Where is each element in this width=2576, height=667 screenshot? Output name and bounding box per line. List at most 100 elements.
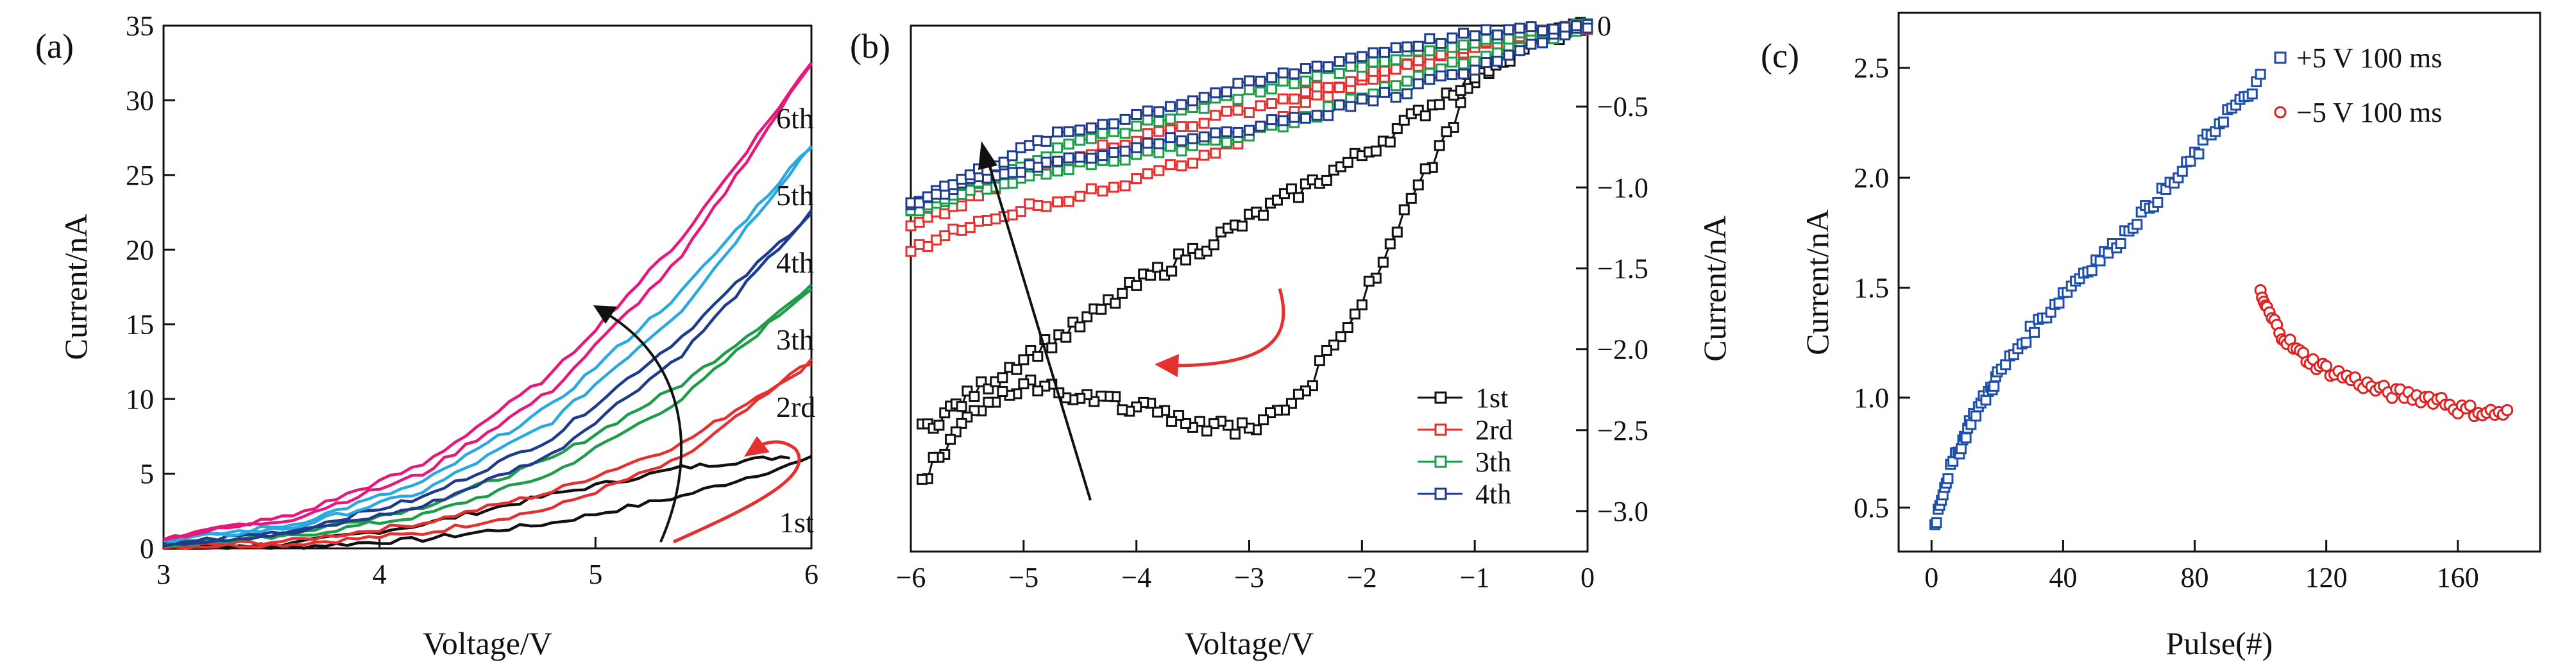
panel-b-point-4th bbox=[913, 197, 925, 208]
panel-b-point-1st bbox=[1145, 269, 1157, 281]
panel-b-point-4th bbox=[1537, 25, 1548, 37]
panel-b-point-1st bbox=[1018, 354, 1030, 366]
panel-c-point-set bbox=[1960, 432, 1972, 444]
panel-c-ylabel: Current/nA bbox=[1799, 209, 1835, 355]
panel-b-point-1st bbox=[1152, 407, 1164, 418]
panel-b-point-3th bbox=[1311, 71, 1323, 82]
panel-b-chart: −6 −5 −4 −3 −2 −1 0 0 −0.5 −1.0 −1.5 −2.0 −2.5 −3.0 Vo… bbox=[896, 10, 1733, 661]
panel-b-point-1st bbox=[1377, 257, 1389, 268]
panel-c-ytick-label: 1.5 bbox=[1854, 273, 1889, 304]
panel-b-legend-label: 3th bbox=[1475, 446, 1511, 478]
panel-b-point-2rd bbox=[1097, 139, 1108, 151]
panel-b-point-1st bbox=[1230, 428, 1241, 440]
panel-c-point-set bbox=[2193, 148, 2205, 160]
panel-b-point-1st bbox=[1032, 385, 1044, 397]
panel-b-point-4th bbox=[1334, 99, 1345, 111]
panel-b-point-1st bbox=[1011, 364, 1022, 375]
panel-a-ytick-label: 25 bbox=[126, 160, 154, 191]
panel-b-point-1st bbox=[1201, 425, 1213, 437]
panel-b-xtick-label: −4 bbox=[1121, 562, 1151, 593]
panel-a-ytick-label: 5 bbox=[140, 459, 154, 490]
panel-b-point-1st bbox=[1335, 331, 1346, 342]
panel-b-point-1st bbox=[1257, 210, 1269, 221]
panel-b-point-4th bbox=[1548, 23, 1559, 35]
panel-a-curve-3th-down bbox=[163, 283, 813, 548]
panel-b-point-1st bbox=[1257, 414, 1269, 426]
panel-b-point-4th bbox=[1289, 68, 1300, 80]
panel-b-point-1st bbox=[1342, 322, 1353, 334]
panel-b-point-1st bbox=[917, 473, 928, 485]
panel-b-point-2rd bbox=[1097, 185, 1108, 197]
panel-b-point-4th bbox=[1525, 21, 1537, 33]
panel-b-point-4th bbox=[1119, 146, 1131, 157]
panel-c-point-reset bbox=[2320, 360, 2333, 373]
panel-b-point-4th bbox=[1311, 60, 1323, 72]
panel-a-annotation-5th: 5th bbox=[776, 179, 814, 212]
panel-b-point-3th bbox=[1334, 67, 1345, 79]
panel-b-point-2rd bbox=[1244, 107, 1255, 119]
panel-b-point-4th bbox=[1063, 126, 1074, 137]
panel-b-point-3th bbox=[1108, 155, 1119, 167]
panel-b-legend-label: 2rd bbox=[1475, 414, 1513, 446]
panel-b-point-4th bbox=[1424, 74, 1436, 85]
panel-b-point-3th bbox=[1469, 55, 1480, 67]
panel-b-point-3th bbox=[1052, 165, 1063, 177]
panel-b-point-4th bbox=[1311, 110, 1323, 121]
panel-b-point-1st bbox=[945, 434, 956, 445]
panel-b-point-2rd bbox=[956, 200, 967, 212]
panel-b-point-4th bbox=[1074, 151, 1086, 163]
panel-a-xtick-label: 4 bbox=[373, 559, 387, 590]
panel-b-point-3th bbox=[1097, 128, 1108, 139]
panel-b-point-1st bbox=[1455, 85, 1466, 96]
panel-b-point-2rd bbox=[1164, 159, 1176, 171]
panel-b-point-2rd bbox=[1063, 196, 1074, 207]
panel-a-curve-3th-up bbox=[163, 288, 813, 548]
panel-c-point-set bbox=[2115, 237, 2126, 249]
panel-c-legend-label: −5 V 100 ms bbox=[2296, 97, 2442, 128]
panel-b-point-4th bbox=[1232, 126, 1244, 138]
panel-b-point-1st bbox=[1314, 355, 1325, 366]
panel-b-point-4th bbox=[1435, 70, 1446, 81]
panel-b-point-3th bbox=[1323, 101, 1334, 112]
panel-b-point-2rd bbox=[1323, 91, 1334, 103]
panel-a-ytick-label: 15 bbox=[126, 309, 154, 341]
panel-b-point-4th bbox=[1210, 87, 1221, 99]
panel-b-point-4th bbox=[1402, 88, 1413, 99]
panel-c-ytick-label: 2.0 bbox=[1854, 162, 1889, 194]
panel-b-point-4th bbox=[1446, 69, 1458, 81]
panel-b-point-1st bbox=[1398, 204, 1410, 215]
panel-b-point-1st bbox=[1166, 416, 1178, 427]
panel-b-point-1st bbox=[1166, 266, 1178, 277]
panel-b-xtick-label: 0 bbox=[1580, 562, 1595, 593]
panel-c-xtick-label: 80 bbox=[2181, 562, 2209, 593]
panel-b-point-4th bbox=[1142, 137, 1153, 149]
panel-b-xtick-label: −5 bbox=[1008, 562, 1038, 593]
panel-b-ytick-label: −1.5 bbox=[1597, 253, 1648, 284]
panel-b-point-1st bbox=[1419, 163, 1431, 174]
panel-b-point-1st bbox=[1405, 192, 1417, 204]
panel-b-point-4th bbox=[1559, 21, 1571, 33]
panel-b-point-1st bbox=[1370, 146, 1382, 157]
panel-b-point-3th bbox=[1289, 78, 1300, 90]
panel-b-point-2rd bbox=[1232, 105, 1244, 116]
panel-b-point-1st bbox=[1032, 350, 1044, 362]
panel-b-point-3th bbox=[1164, 114, 1176, 125]
panel-b-point-4th bbox=[1244, 75, 1255, 87]
panel-b-point-3th bbox=[1131, 121, 1142, 132]
panel-label-a: (a) bbox=[35, 27, 74, 65]
panel-c-legend-marker-set bbox=[2274, 51, 2287, 64]
panel-b-point-3th bbox=[1164, 140, 1176, 152]
panel-b-ytick-label: −2.0 bbox=[1597, 334, 1648, 366]
panel-b-point-1st bbox=[1292, 192, 1304, 203]
panel-c-point-set bbox=[1942, 473, 1954, 484]
panel-a-curve-4th-down bbox=[163, 212, 813, 545]
panel-b-point-4th bbox=[1412, 78, 1424, 90]
panel-b-point-4th bbox=[1187, 95, 1199, 106]
panel-c-point-set bbox=[1970, 410, 1982, 422]
panel-b-point-2rd bbox=[1402, 58, 1413, 70]
panel-b-point-4th bbox=[1063, 152, 1074, 164]
panel-a-ylabel: Current/nA bbox=[58, 214, 94, 360]
panel-a-xtick-label: 5 bbox=[588, 559, 602, 590]
panel-b-point-1st bbox=[1363, 275, 1375, 287]
panel-c-point-set bbox=[2152, 196, 2164, 208]
